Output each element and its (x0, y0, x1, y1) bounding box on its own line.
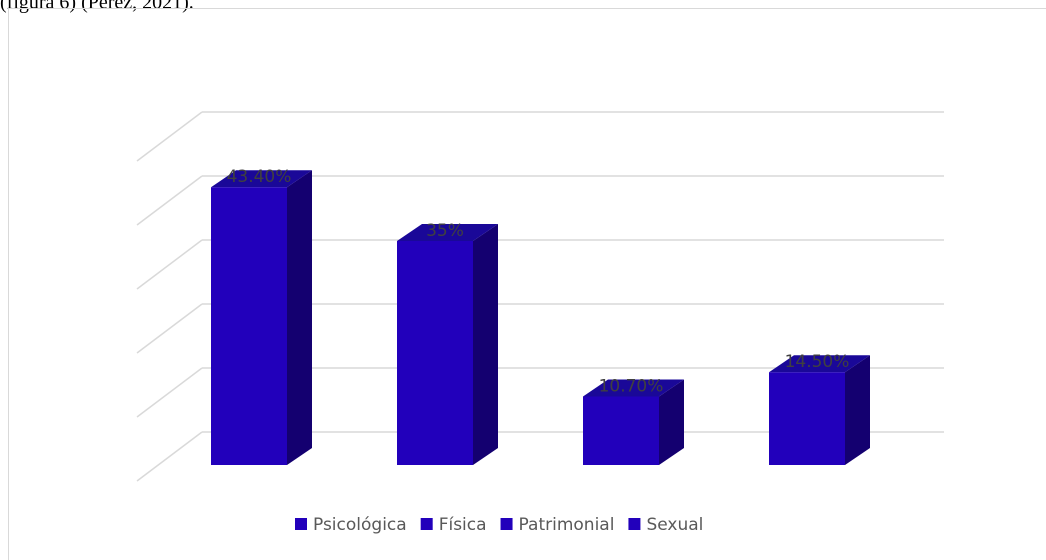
data-label: 14.50% (785, 352, 850, 372)
bar-front (211, 187, 287, 466)
legend-swatch (295, 518, 307, 530)
bar-side (845, 355, 870, 465)
bar-top (211, 170, 312, 188)
legend-label: Patrimonial (519, 515, 615, 535)
grid-line (136, 175, 203, 226)
legend-label: Psicológica (313, 515, 407, 535)
data-label: 43.40% (227, 167, 292, 187)
bar-side (473, 224, 498, 465)
grid-line (136, 367, 203, 418)
legend-label: Física (439, 515, 487, 535)
legend-swatch (420, 518, 433, 530)
caption: (figura 6) (Pérez, 2021). (0, 0, 194, 14)
bar-top (769, 355, 870, 373)
bar-side (659, 379, 684, 465)
bar (583, 379, 684, 465)
bar-side (287, 170, 312, 466)
bar (769, 355, 870, 465)
bar (397, 224, 498, 465)
bar-front (397, 241, 473, 465)
grid-line (136, 239, 203, 290)
bar-front (769, 372, 845, 465)
bar-top (397, 224, 498, 241)
data-label: 35% (426, 221, 464, 241)
grid-line (136, 303, 203, 354)
legend-label: Sexual (646, 515, 703, 535)
grid-line (136, 431, 203, 482)
legend-swatch (628, 518, 641, 530)
data-label: 10.70% (599, 377, 664, 397)
bar (211, 170, 312, 466)
legend-swatch (500, 518, 513, 530)
grid-line (136, 111, 203, 162)
bar-front (583, 396, 659, 465)
bar-top (583, 379, 684, 397)
chart-border (8, 8, 1046, 560)
